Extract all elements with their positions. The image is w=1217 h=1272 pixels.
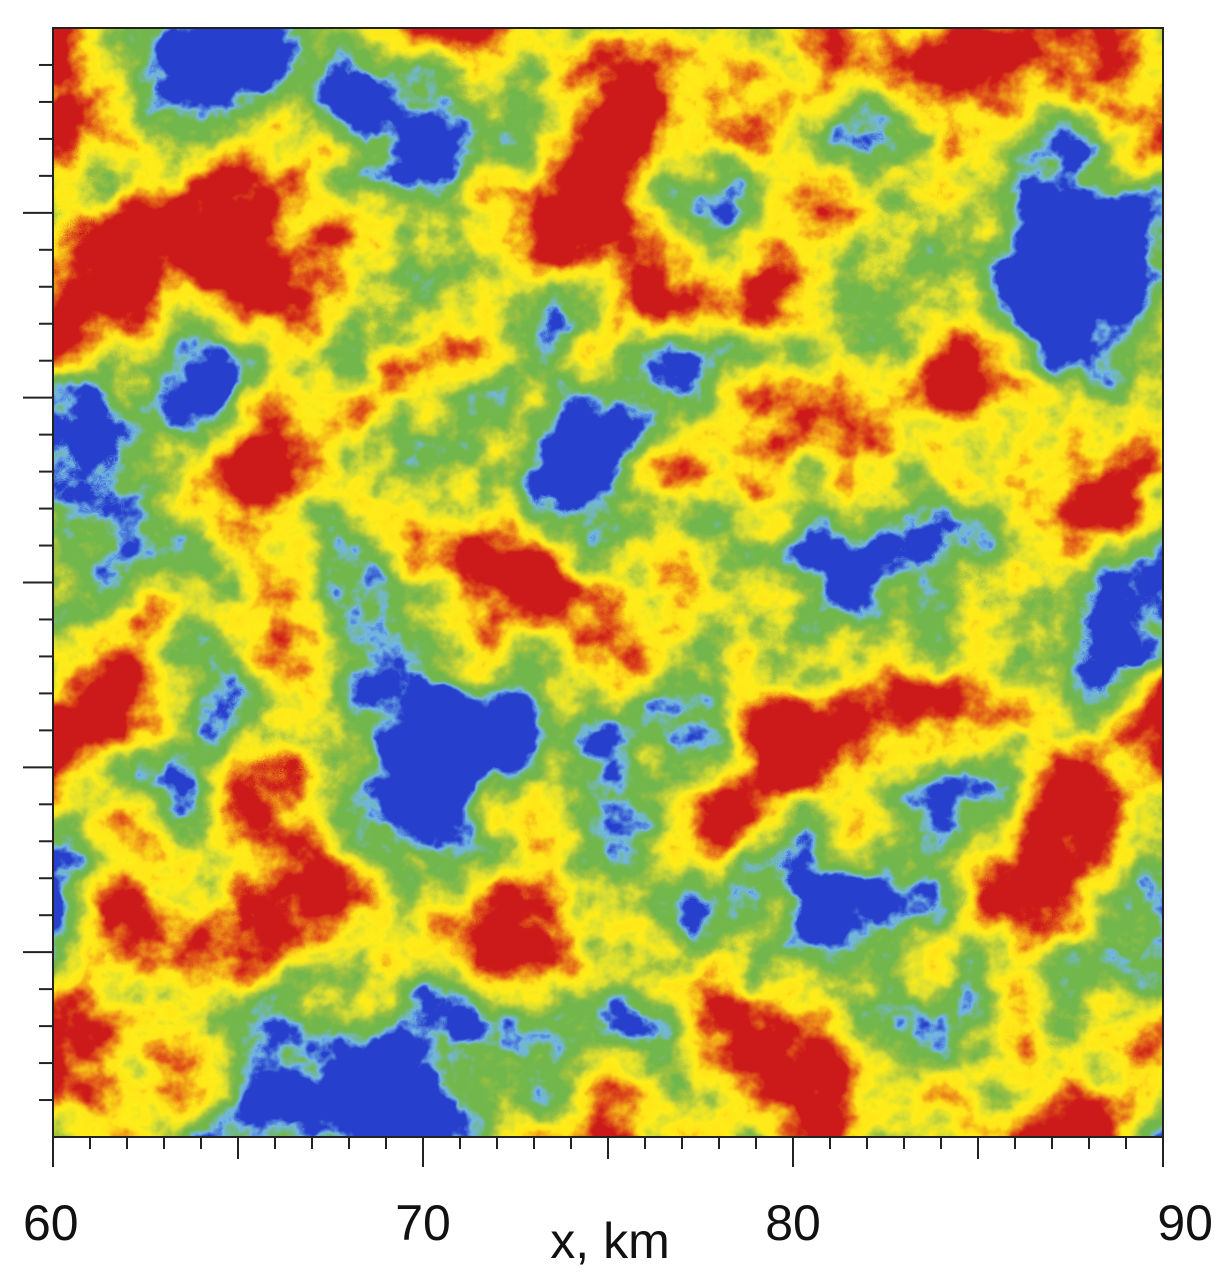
x-tick-label: 70 [395,1195,451,1251]
terrain-image [53,28,1163,1137]
x-axis-label: x, km [550,1213,669,1269]
page: x, km 60708090 (() => { const data = JSO… [0,0,1217,1272]
x-tick-label: 90 [1157,1195,1213,1251]
x-tick-label: 80 [765,1195,821,1251]
x-tick-label: 60 [23,1195,79,1251]
chart: x, km 60 70 80 90 [0,0,1217,1272]
